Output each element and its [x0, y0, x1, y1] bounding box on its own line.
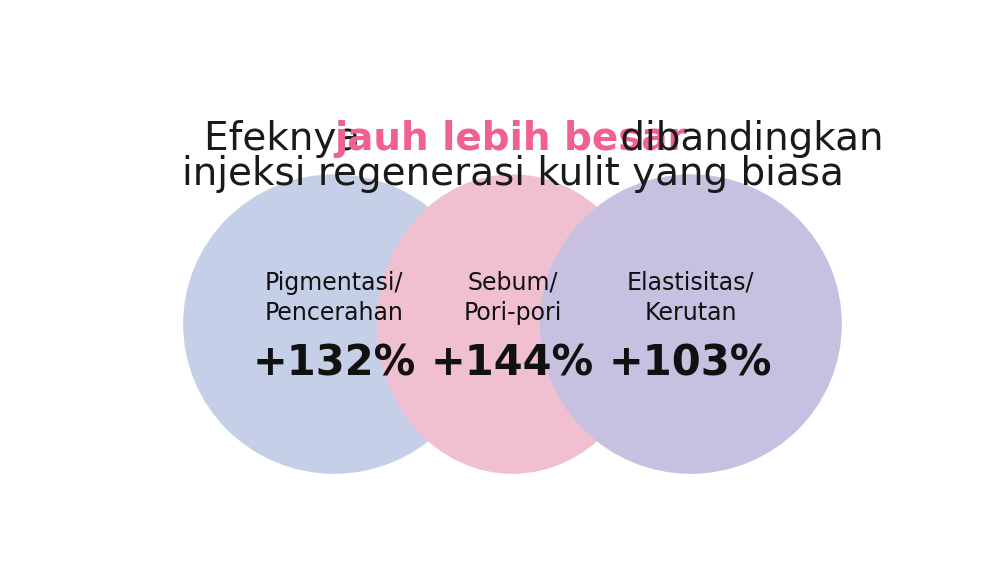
Ellipse shape: [540, 174, 842, 474]
Text: dibandingkan: dibandingkan: [608, 120, 883, 158]
Text: +103%: +103%: [609, 343, 772, 385]
Ellipse shape: [377, 174, 648, 474]
Text: jauh lebih besar: jauh lebih besar: [334, 120, 687, 158]
Text: Sebum/
Pori-pori: Sebum/ Pori-pori: [463, 271, 562, 324]
Text: Pigmentasi/
Pencerahan: Pigmentasi/ Pencerahan: [265, 271, 404, 324]
Text: injeksi regenerasi kulit yang biasa: injeksi regenerasi kulit yang biasa: [182, 156, 843, 193]
Text: +132%: +132%: [253, 343, 416, 385]
Text: +144%: +144%: [431, 343, 594, 385]
Text: Efeknya: Efeknya: [204, 120, 372, 158]
Ellipse shape: [183, 174, 485, 474]
Text: Elastisitas/
Kerutan: Elastisitas/ Kerutan: [627, 271, 755, 324]
